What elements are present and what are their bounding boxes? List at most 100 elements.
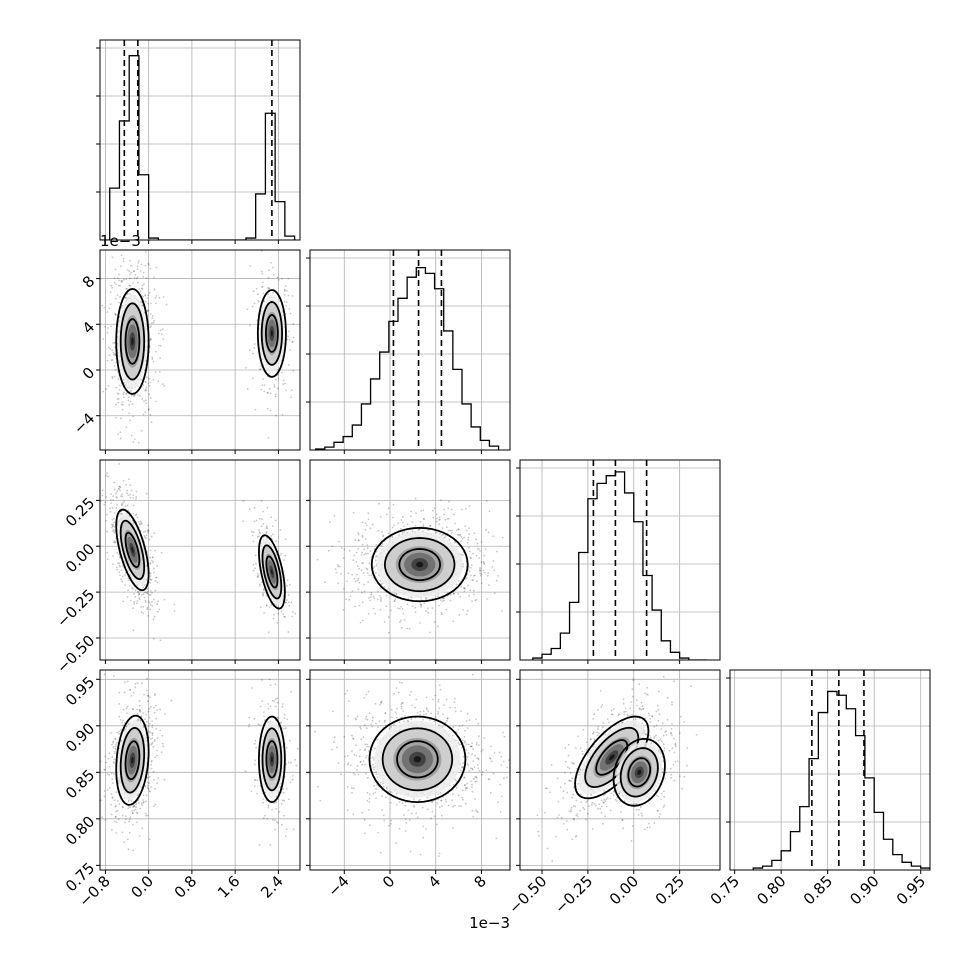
scatter-point xyxy=(427,808,429,811)
scatter-point xyxy=(263,715,266,718)
scatter-point xyxy=(384,724,387,726)
scatter-point xyxy=(155,400,157,403)
scatter-point xyxy=(101,489,104,492)
scatter-point xyxy=(116,566,118,569)
scatter-point xyxy=(405,821,408,824)
scatter-point xyxy=(275,540,277,543)
scatter-point xyxy=(144,530,147,533)
scatter-point xyxy=(379,608,382,611)
scatter-point xyxy=(151,358,154,360)
scatter-point xyxy=(161,734,164,737)
scatter-point xyxy=(104,325,106,328)
scatter-point xyxy=(148,594,151,596)
scatter-point xyxy=(267,293,269,296)
scatter-point xyxy=(641,722,643,724)
scatter-point xyxy=(247,725,250,728)
scatter-point xyxy=(120,280,123,283)
scatter-point xyxy=(135,806,138,808)
scatter-point xyxy=(150,759,153,762)
scatter-point xyxy=(267,287,269,289)
scatter-point xyxy=(632,679,635,682)
scatter-point xyxy=(470,780,472,782)
scatter-point xyxy=(153,532,156,534)
scatter-point xyxy=(148,776,151,778)
scatter-point xyxy=(267,276,270,279)
scatter-point xyxy=(117,397,120,400)
scatter-point xyxy=(251,305,254,308)
scatter-point xyxy=(556,816,559,819)
scatter-point xyxy=(414,524,417,527)
scatter-point xyxy=(122,600,125,603)
scatter-point xyxy=(116,552,119,554)
scatter-point xyxy=(262,801,264,804)
scatter-point xyxy=(287,601,290,604)
scatter-point xyxy=(249,265,252,267)
scatter-point xyxy=(109,291,112,294)
scatter-point xyxy=(470,564,473,567)
scatter-point xyxy=(113,521,115,524)
scatter-point xyxy=(585,748,588,751)
scatter-point xyxy=(258,368,261,370)
scatter-point xyxy=(260,270,263,273)
scatter-point xyxy=(377,590,379,593)
scatter-point xyxy=(423,602,426,604)
scatter-point xyxy=(242,500,245,502)
scatter-point xyxy=(145,800,148,803)
contour-line xyxy=(256,289,287,378)
histogram-p3 xyxy=(726,669,931,874)
scatter-point xyxy=(425,597,428,600)
scatter-point xyxy=(267,437,270,439)
scatter-point xyxy=(128,403,131,406)
scatter-point xyxy=(390,708,393,711)
scatter-point xyxy=(393,524,395,527)
scatter-point xyxy=(429,631,431,634)
scatter-point xyxy=(435,513,438,516)
scatter-point xyxy=(372,567,375,569)
scatter-point xyxy=(277,387,279,390)
scatter-point xyxy=(343,736,346,738)
scatter-point xyxy=(432,516,435,519)
scatter-point xyxy=(154,739,156,741)
scatter-point xyxy=(373,565,376,568)
scatter-point xyxy=(403,530,406,533)
scatter-point xyxy=(136,276,139,278)
scatter-point xyxy=(371,716,374,719)
scatter-point xyxy=(263,719,266,722)
scatter-point xyxy=(428,718,431,721)
scatter-point xyxy=(432,509,434,512)
scatter-point xyxy=(467,584,469,587)
scatter-point xyxy=(480,541,483,543)
scatter-point xyxy=(458,614,461,616)
scatter-point xyxy=(145,534,148,537)
scatter-point xyxy=(380,600,382,603)
scatter-point xyxy=(282,379,285,382)
scatter-point xyxy=(379,579,382,582)
scatter-point xyxy=(437,724,440,726)
scatter-point xyxy=(129,484,132,486)
scatter-point xyxy=(570,806,573,809)
scatter-point xyxy=(257,572,259,575)
scatter-point xyxy=(149,790,152,793)
scatter-point xyxy=(287,631,290,633)
scatter-point xyxy=(471,753,473,756)
scatter-point xyxy=(246,308,249,311)
scatter-point xyxy=(273,386,276,388)
scatter-point xyxy=(113,375,116,378)
scatter-point xyxy=(366,572,369,574)
scatter-point xyxy=(153,706,155,709)
scatter-point xyxy=(414,706,417,709)
scatter-point xyxy=(363,749,366,751)
scatter-point xyxy=(251,534,254,537)
scatter-point xyxy=(361,601,364,604)
contour-line xyxy=(115,287,150,395)
scatter-point xyxy=(140,611,143,614)
scatter-point xyxy=(404,830,407,832)
scatter-point xyxy=(333,741,335,743)
scatter-point xyxy=(423,518,425,521)
scatter-point xyxy=(256,792,258,795)
scatter-point xyxy=(126,504,129,507)
scatter-point xyxy=(479,550,481,552)
scatter-point xyxy=(481,773,483,776)
scatter-point xyxy=(265,527,268,529)
scatter-point xyxy=(370,591,373,594)
